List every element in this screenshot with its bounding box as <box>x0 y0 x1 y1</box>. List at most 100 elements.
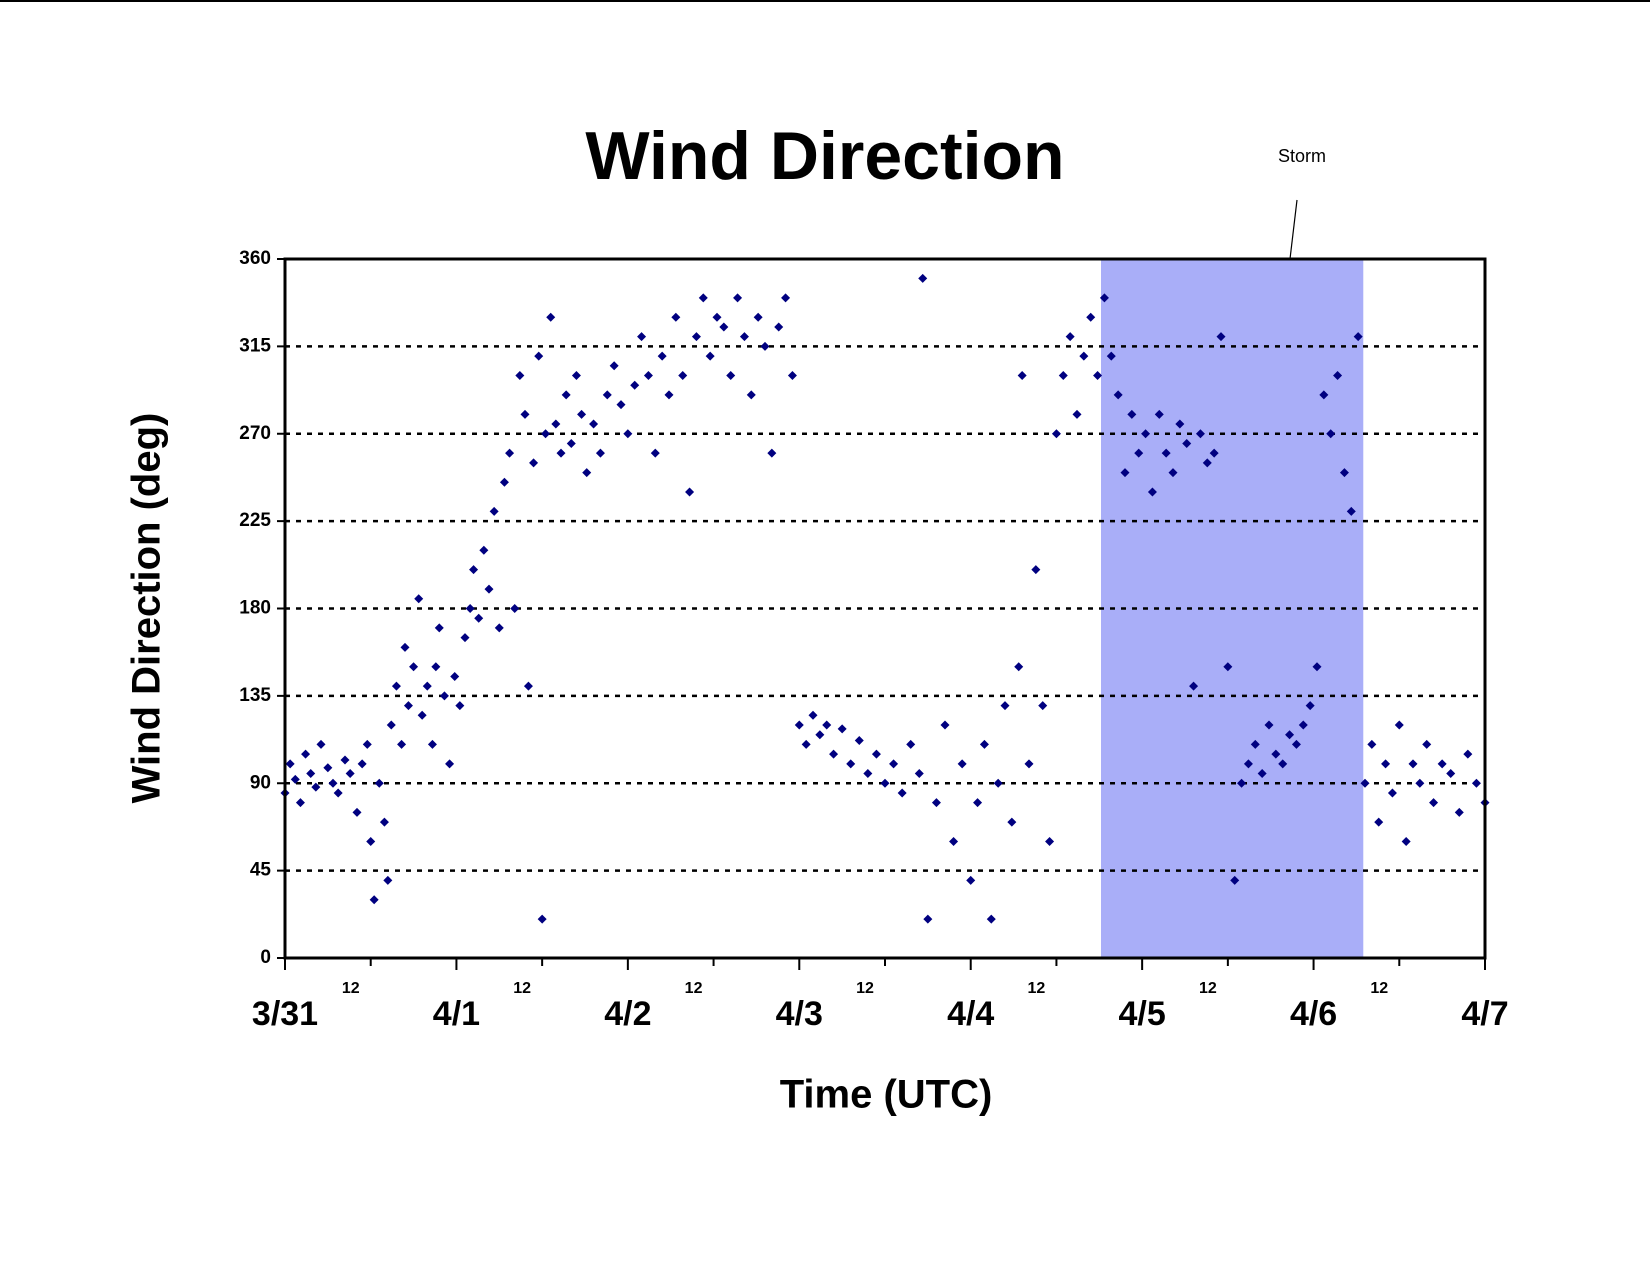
data-point <box>1298 720 1308 730</box>
data-point <box>906 739 916 749</box>
data-point <box>1058 371 1068 380</box>
data-point <box>595 448 605 458</box>
x-tick-label: 4/1 <box>433 995 480 1033</box>
y-tick-label: 315 <box>239 335 271 356</box>
x-tick-label: 4/3 <box>776 995 823 1033</box>
x-tick-label: 3/31 <box>252 995 318 1033</box>
data-point <box>1264 720 1274 730</box>
data-point <box>510 604 520 613</box>
data-point <box>566 438 576 448</box>
data-point <box>582 468 592 478</box>
data-point <box>455 701 465 711</box>
data-point <box>1202 458 1212 468</box>
data-point <box>897 788 907 798</box>
x-tick-label: 4/2 <box>604 995 651 1033</box>
data-point <box>546 312 556 322</box>
data-point <box>1422 739 1432 749</box>
data-point <box>616 400 626 410</box>
data-point <box>760 341 770 351</box>
data-point <box>589 419 599 429</box>
data-point <box>1312 662 1322 672</box>
data-point <box>1051 429 1061 439</box>
x-minor-tick-label: 12 <box>513 980 531 997</box>
data-point <box>914 769 924 779</box>
data-point <box>787 371 797 380</box>
data-point <box>1120 468 1130 478</box>
y-tick-label: 45 <box>250 860 272 881</box>
data-point <box>1038 701 1048 711</box>
x-tick-label: 4/6 <box>1290 995 1337 1033</box>
data-point <box>311 782 321 792</box>
data-point <box>1333 371 1343 380</box>
data-point <box>499 477 509 487</box>
data-point <box>1319 390 1329 400</box>
x-minor-tick-label: 12 <box>342 980 360 997</box>
data-point <box>1079 351 1089 361</box>
data-point <box>445 759 455 769</box>
data-point <box>439 691 449 701</box>
data-point <box>465 604 475 613</box>
data-point <box>1305 701 1315 711</box>
data-point <box>489 506 499 516</box>
data-point <box>1394 720 1404 730</box>
data-point <box>1195 429 1205 439</box>
data-point <box>1367 739 1377 749</box>
data-point <box>1161 448 1171 458</box>
data-point <box>1429 798 1439 808</box>
y-tick-label: 270 <box>239 423 271 444</box>
data-point <box>1099 293 1109 303</box>
data-point <box>1014 662 1024 672</box>
data-point <box>691 332 701 342</box>
data-point <box>794 720 804 730</box>
data-point <box>923 914 933 924</box>
x-minor-tick-label: 12 <box>1028 980 1046 997</box>
data-point <box>386 720 396 730</box>
data-point <box>1237 778 1247 788</box>
data-point <box>753 312 763 322</box>
data-point <box>650 448 660 458</box>
data-point <box>880 778 890 788</box>
chart-title: Wind Direction <box>585 118 1064 194</box>
data-point <box>541 429 551 439</box>
data-point <box>1175 419 1185 429</box>
data-point <box>1454 807 1464 817</box>
data-point <box>434 623 444 633</box>
data-point <box>1216 332 1226 342</box>
data-point <box>391 681 401 691</box>
data-point <box>427 739 437 749</box>
data-point <box>767 448 777 458</box>
data-point <box>630 380 640 390</box>
data-point <box>400 642 410 652</box>
data-point <box>403 701 413 711</box>
data-point <box>1189 681 1199 691</box>
data-point <box>409 662 419 672</box>
data-point <box>889 759 899 769</box>
x-tick-label: 4/7 <box>1461 995 1508 1033</box>
data-point <box>523 681 533 691</box>
data-point <box>1408 759 1418 769</box>
data-point <box>397 739 407 749</box>
data-point <box>602 390 612 400</box>
data-point <box>352 807 362 817</box>
data-point <box>739 332 749 342</box>
data-point <box>414 594 424 604</box>
data-point <box>1141 429 1151 439</box>
data-point <box>931 798 941 808</box>
x-minor-tick-label: 12 <box>1199 980 1217 997</box>
data-point <box>822 720 832 730</box>
data-point <box>1147 487 1157 497</box>
data-point <box>422 681 432 691</box>
data-point <box>469 565 479 575</box>
data-point <box>1278 759 1288 769</box>
data-point <box>774 322 784 332</box>
data-point <box>940 720 950 730</box>
y-axis-label: Wind Direction (deg) <box>125 413 169 804</box>
data-point <box>474 613 484 623</box>
data-point <box>1353 332 1363 342</box>
data-point <box>1065 332 1075 342</box>
data-point <box>1000 701 1010 711</box>
data-point <box>1113 390 1123 400</box>
data-point <box>1463 749 1473 759</box>
